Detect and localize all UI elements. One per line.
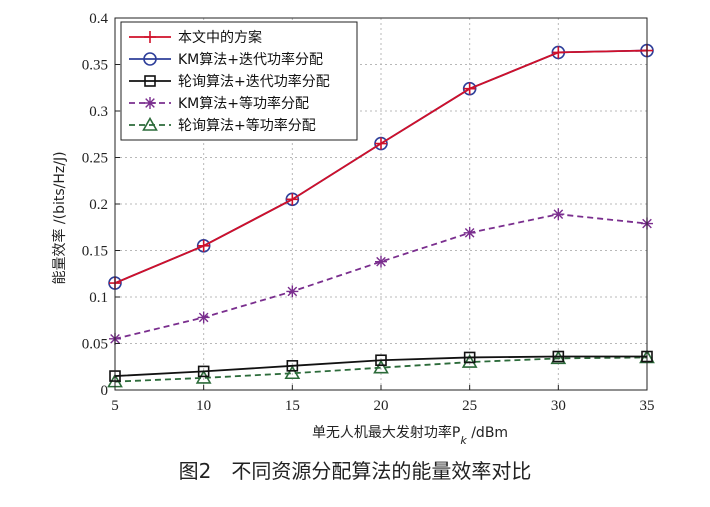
x-tick-label: 35 bbox=[640, 398, 655, 414]
legend-entry: 本文中的方案 bbox=[129, 29, 262, 46]
data-point bbox=[197, 239, 210, 252]
data-point bbox=[197, 365, 210, 378]
legend-marker bbox=[142, 116, 158, 131]
y-tick-label: 0.4 bbox=[89, 11, 108, 27]
legend-entry: 轮询算法+迭代功率分配 bbox=[129, 73, 330, 90]
data-point bbox=[552, 46, 565, 59]
data-point bbox=[461, 353, 478, 368]
y-tick-label: 0.25 bbox=[82, 151, 108, 167]
x-tick-label: 5 bbox=[111, 398, 119, 414]
data-point bbox=[463, 351, 476, 364]
legend-marker bbox=[144, 97, 156, 109]
figure-caption: 图2 不同资源分配算法的能量效率对比 bbox=[178, 459, 532, 483]
data-point bbox=[375, 354, 387, 367]
data-point bbox=[375, 255, 387, 268]
legend-label: 本文中的方案 bbox=[178, 29, 262, 46]
series-layer bbox=[107, 43, 655, 388]
series-line bbox=[114, 213, 648, 340]
data-point bbox=[197, 311, 210, 324]
series-5 bbox=[107, 349, 655, 388]
y-tick-label: 0.15 bbox=[82, 244, 108, 260]
legend-label: 轮询算法+迭代功率分配 bbox=[178, 73, 330, 90]
y-axis-label: 能量效率 /(bits/Hz/J) bbox=[51, 151, 68, 284]
legend-label: KM算法+等功率分配 bbox=[178, 95, 309, 112]
data-point bbox=[373, 359, 389, 374]
series-line bbox=[114, 356, 648, 383]
x-tick-label: 20 bbox=[374, 398, 389, 414]
y-tick-label: 0.3 bbox=[89, 104, 108, 120]
y-tick-label: 0.2 bbox=[89, 197, 108, 213]
data-point bbox=[284, 365, 301, 380]
legend-marker bbox=[144, 31, 156, 43]
legend-marker bbox=[143, 52, 157, 66]
data-point bbox=[552, 350, 565, 363]
x-tick-label: 10 bbox=[196, 398, 211, 414]
x-tick-label: 15 bbox=[285, 398, 300, 414]
plot-frame bbox=[114, 17, 648, 391]
series-3 bbox=[109, 350, 653, 382]
x-tick-label: 30 bbox=[551, 398, 566, 414]
legend-marker bbox=[144, 75, 156, 87]
y-tick-label: 0.05 bbox=[82, 337, 108, 353]
axes: 5 10 15 20 25 30 35 0 0.05 0.1 0.15 0.2 0.25 0.3 0.35 0… bbox=[82, 11, 655, 414]
y-tick-label: 0 bbox=[101, 383, 109, 399]
legend-entry: 轮询算法+等功率分配 bbox=[129, 116, 316, 134]
chart: 5 10 15 20 25 30 35 0 0.05 0.1 0.15 0.2 0.25 0.3 0.35 0… bbox=[51, 11, 655, 447]
legend-label: KM算法+迭代功率分配 bbox=[178, 51, 323, 68]
data-point bbox=[552, 208, 565, 221]
y-tick-label: 0.35 bbox=[82, 58, 108, 74]
legend-entry: KM算法+迭代功率分配 bbox=[129, 51, 323, 68]
data-point bbox=[463, 82, 476, 95]
legend-entry: KM算法+等功率分配 bbox=[129, 95, 309, 112]
x-tick-label: 25 bbox=[462, 398, 477, 414]
data-point bbox=[286, 360, 299, 372]
data-point bbox=[375, 137, 387, 150]
data-point bbox=[463, 226, 476, 239]
data-point bbox=[550, 350, 567, 365]
legend-label: 轮询算法+等功率分配 bbox=[178, 117, 316, 134]
y-tick-label: 0.1 bbox=[89, 290, 108, 306]
series-line bbox=[114, 355, 647, 377]
x-axis-label: 单无人机最大发射功率Pk /dBm bbox=[312, 424, 508, 447]
data-point bbox=[286, 285, 299, 298]
data-point bbox=[286, 193, 299, 206]
